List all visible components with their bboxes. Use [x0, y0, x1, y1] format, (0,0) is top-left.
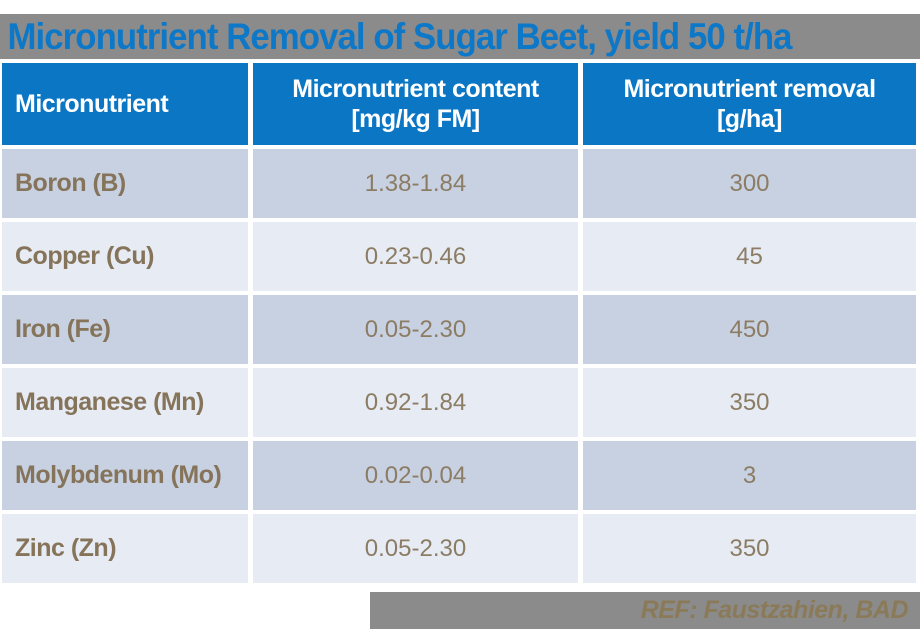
header-unit: [g/ha] [716, 105, 783, 133]
micronutrient-table: Micronutrient Micronutrient content [mg/… [2, 63, 916, 583]
row-manganese-content: 0.92-1.84 [253, 368, 578, 437]
footer-bar: REF: Faustzahien, BAD [370, 592, 920, 629]
row-zinc-removal: 350 [583, 514, 916, 583]
title-bar: Micronutrient Removal of Sugar Beet, yie… [0, 14, 920, 59]
column-header-removal: Micronutrient removal [g/ha] [583, 63, 916, 145]
reference-text: REF: Faustzahien, BAD [640, 596, 909, 624]
row-boron-name: Boron (B) [2, 149, 248, 218]
row-iron-name: Iron (Fe) [2, 295, 248, 364]
column-header-content: Micronutrient content [mg/kg FM] [253, 63, 578, 145]
header-line: Micronutrient removal [623, 75, 876, 103]
row-copper-removal: 45 [583, 222, 916, 291]
row-boron-removal: 300 [583, 149, 916, 218]
row-iron-content: 0.05-2.30 [253, 295, 578, 364]
row-zinc-name: Zinc (Zn) [2, 514, 248, 583]
row-molybdenum-content: 0.02-0.04 [253, 441, 578, 510]
row-molybdenum-removal: 3 [583, 441, 916, 510]
header-line: Micronutrient [15, 90, 169, 118]
row-molybdenum-name: Molybdenum (Mo) [2, 441, 248, 510]
row-boron-content: 1.38-1.84 [253, 149, 578, 218]
page-title: Micronutrient Removal of Sugar Beet, yie… [7, 15, 793, 57]
row-zinc-content: 0.05-2.30 [253, 514, 578, 583]
header-line: Micronutrient content [292, 75, 539, 103]
row-copper-content: 0.23-0.46 [253, 222, 578, 291]
row-iron-removal: 450 [583, 295, 916, 364]
header-unit: [mg/kg FM] [351, 105, 480, 133]
row-manganese-name: Manganese (Mn) [2, 368, 248, 437]
column-header-micronutrient: Micronutrient [2, 63, 248, 145]
row-manganese-removal: 350 [583, 368, 916, 437]
row-copper-name: Copper (Cu) [2, 222, 248, 291]
